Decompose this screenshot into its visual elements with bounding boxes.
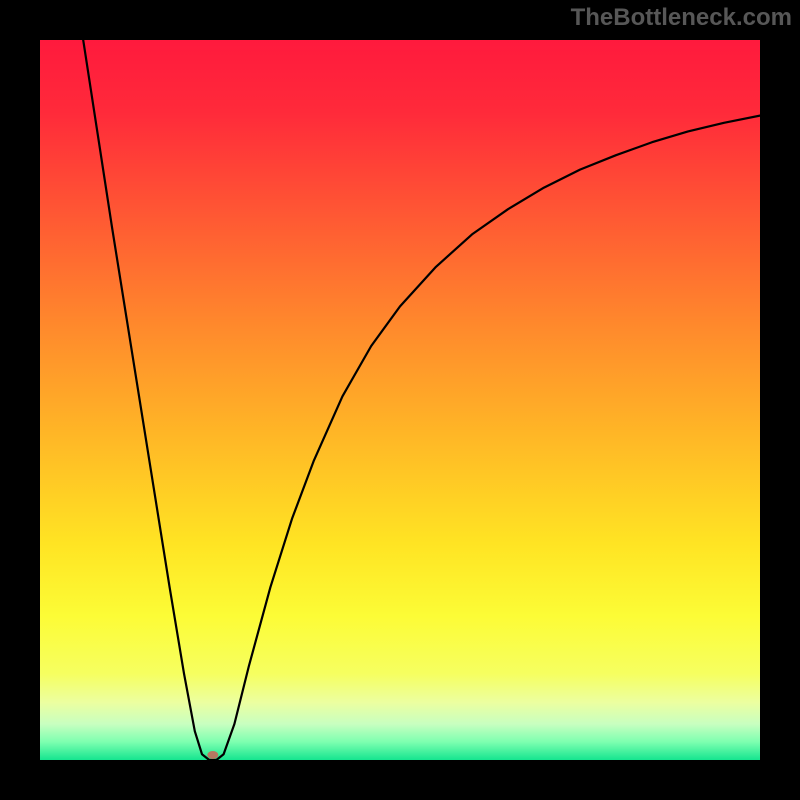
chart-container: TheBottleneck.com (0, 0, 800, 800)
watermark-text: TheBottleneck.com (571, 4, 792, 32)
plot-area (40, 40, 760, 760)
gradient-background (40, 40, 760, 760)
optimum-marker (207, 751, 218, 759)
chart-svg (40, 40, 760, 760)
